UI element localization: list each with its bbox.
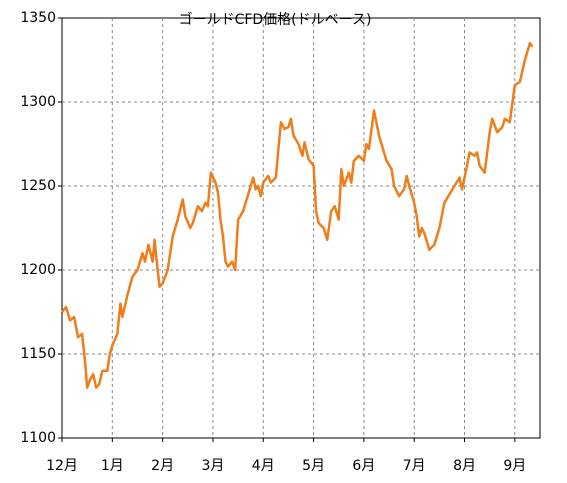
x-tick-label: 1月 bbox=[101, 458, 124, 474]
x-tick-label: 12月 bbox=[46, 458, 78, 474]
x-tick-label: 8月 bbox=[453, 458, 476, 474]
plot-area bbox=[61, 17, 541, 439]
y-tick-label: 1200 bbox=[20, 262, 56, 278]
y-tick-label: 1250 bbox=[20, 178, 56, 194]
y-tick-label: 1350 bbox=[20, 10, 56, 26]
chart-title: ゴールドCFD価格(ドルベース) bbox=[179, 11, 372, 28]
x-tick-label: 4月 bbox=[252, 458, 275, 474]
x-tick-label: 3月 bbox=[201, 458, 224, 474]
x-tick-label: 5月 bbox=[302, 458, 325, 474]
x-tick-label: 2月 bbox=[151, 458, 174, 474]
y-tick-label: 1100 bbox=[20, 430, 56, 446]
x-tick-label: 6月 bbox=[352, 458, 375, 474]
x-tick-label: 9月 bbox=[503, 458, 526, 474]
price-line bbox=[61, 41, 534, 389]
y-tick-label: 1150 bbox=[20, 346, 56, 362]
x-tick-label: 7月 bbox=[403, 458, 426, 474]
y-tick-label: 1300 bbox=[20, 94, 56, 110]
